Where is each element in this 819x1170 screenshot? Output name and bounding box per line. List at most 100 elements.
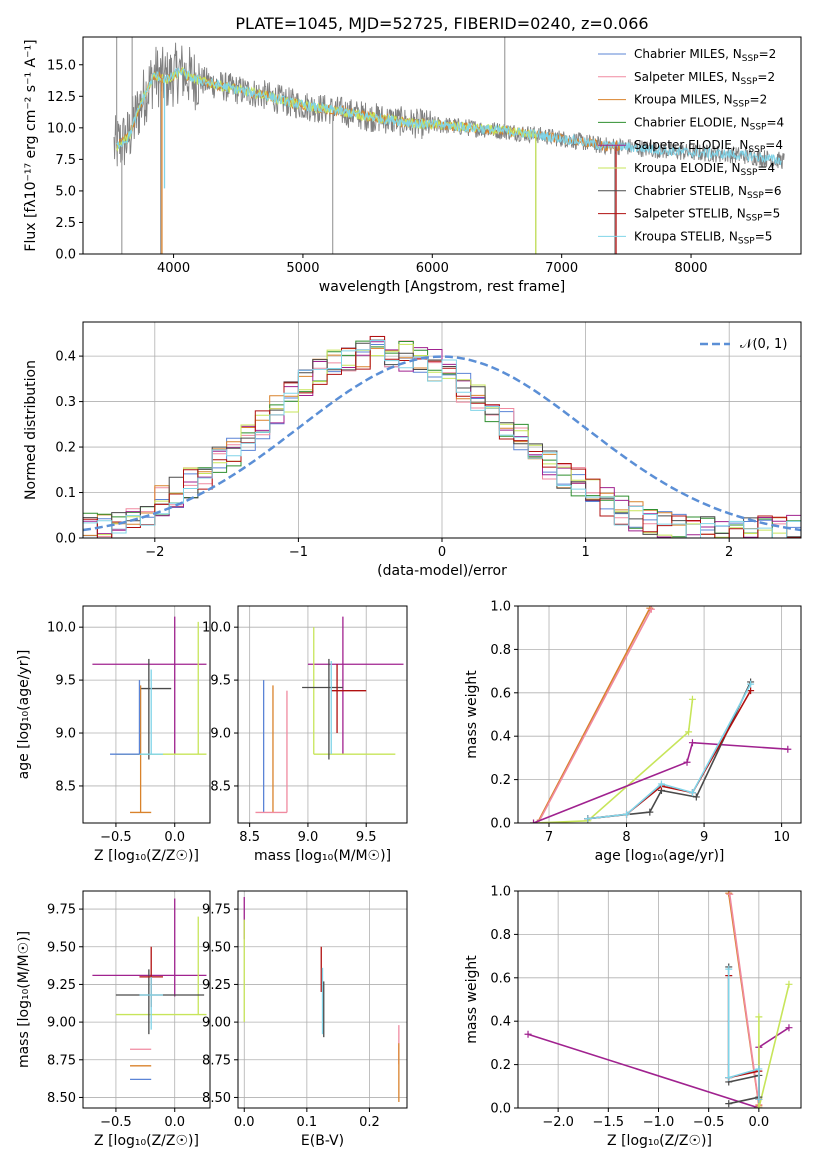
x-tick-label: 9.0 xyxy=(298,830,319,845)
weight-marker xyxy=(725,965,733,973)
y-tick-label: 5.0 xyxy=(55,184,76,199)
x-tick-label: −2 xyxy=(145,545,164,560)
age-vs-Z-frame xyxy=(82,605,211,824)
weight-vs-age-plot-area xyxy=(530,606,792,823)
weight-line xyxy=(537,608,653,823)
y-axis-label: mass [log₁₀(M/M☉)] xyxy=(16,931,32,1068)
legend-label: Salpeter MILES, NSSP=2 xyxy=(634,70,775,87)
y-tick-label: 8.5 xyxy=(210,779,231,794)
mass-vs-EBV-plot-area xyxy=(243,897,400,1102)
weight-vs-Z-plot-area xyxy=(524,891,793,1108)
y-tick-label: 8.75 xyxy=(47,1053,76,1068)
weight-marker xyxy=(747,687,755,695)
y-tick-label: 10.0 xyxy=(202,621,231,636)
weight-line xyxy=(533,741,788,823)
legend-label: Chabrier ELODIE, NSSP=4 xyxy=(634,115,784,132)
data-spectrum-line xyxy=(113,42,785,170)
x-tick-label: 8.5 xyxy=(239,830,260,845)
weight-marker xyxy=(725,891,733,897)
y-tick-label: 0.0 xyxy=(490,817,511,832)
x-tick-label: 7000 xyxy=(545,261,578,276)
y-tick-label: 2.5 xyxy=(55,216,76,231)
age-vs-mass-panel: 8.5 9.0 9.5 8.5 9.0 9.5 10.0 mass [log₁₀(M/M☉)] xyxy=(202,605,408,864)
weight-marker xyxy=(683,758,691,766)
x-tick-label: 0.0 xyxy=(164,1115,185,1130)
y-tick-label: 1.0 xyxy=(490,600,511,615)
weight-line xyxy=(536,607,651,823)
y-axis-label: Flux [fλ10⁻¹⁷ erg cm⁻² s⁻¹ A⁻¹] xyxy=(23,39,39,251)
y-tick-label: 8.5 xyxy=(55,779,76,794)
weight-marker xyxy=(784,745,792,753)
x-tick-label: 1 xyxy=(581,545,589,560)
x-axis-label: E(B-V) xyxy=(301,1133,344,1149)
weight-marker xyxy=(725,1074,733,1082)
histogram-step xyxy=(83,341,801,538)
y-tick-label: 0.4 xyxy=(490,1015,511,1030)
legend: 𝒩(0, 1) xyxy=(700,337,787,352)
weight-vs-age-panel: 7 8 9 10 0.0 0.2 0.4 0.6 0.8 1.0 age [log₁₀(age/yr… xyxy=(464,600,802,864)
x-tick-label: 7 xyxy=(545,830,553,845)
y-tick-label: 0.6 xyxy=(490,686,511,701)
legend-label: Kroupa STELIB, NSSP=5 xyxy=(634,229,772,246)
x-tick-label: 10 xyxy=(773,830,790,845)
weight-line xyxy=(533,699,694,823)
y-axis-label: age [log₁₀(age/yr)] xyxy=(16,650,32,780)
legend-label: Chabrier STELIB, NSSP=6 xyxy=(634,184,782,201)
y-tick-label: 9.50 xyxy=(202,940,231,955)
y-tick-label: 9.00 xyxy=(47,1016,76,1031)
y-tick-label: 0.1 xyxy=(55,486,76,501)
x-tick-label: 8 xyxy=(622,830,630,845)
y-tick-label: 10.0 xyxy=(47,121,76,136)
spectrum-frame xyxy=(82,36,802,255)
residuals-panel: −2 −1 0 1 2 0.0 0.1 0.2 0.3 0.4 (data-model)/error… xyxy=(23,321,802,579)
weight-line xyxy=(727,969,760,1100)
legend-label: Kroupa MILES, NSSP=2 xyxy=(634,93,767,110)
y-tick-label: 0.2 xyxy=(490,773,511,788)
weight-vs-Z-panel: −2.0 −1.5 −1.0 −0.5 0.0 0.0 0.2 0.4 0.6 0.8 1.0 Z [… xyxy=(464,885,802,1149)
weight-marker xyxy=(785,1024,793,1032)
y-tick-label: 9.5 xyxy=(210,674,231,689)
mass-vs-Z-frame xyxy=(82,890,211,1109)
x-tick-label: 0.0 xyxy=(749,1115,770,1130)
weight-marker xyxy=(726,891,734,898)
y-tick-label: 15.0 xyxy=(47,58,76,73)
weight-marker xyxy=(646,808,654,816)
weight-line xyxy=(727,967,760,1105)
weight-marker xyxy=(688,695,696,703)
y-tick-label: 0.0 xyxy=(490,1102,511,1117)
weight-vs-Z-frame xyxy=(517,890,802,1109)
x-tick-label: 0 xyxy=(438,545,446,560)
x-tick-label: −1 xyxy=(289,545,308,560)
weight-marker xyxy=(747,680,755,688)
y-tick-label: 9.25 xyxy=(47,978,76,993)
x-tick-label: 9.5 xyxy=(356,830,377,845)
x-tick-label: −0.5 xyxy=(100,1115,132,1130)
y-tick-label: 0.0 xyxy=(55,532,76,547)
y-tick-label: 8.50 xyxy=(47,1091,76,1106)
y-tick-label: 9.75 xyxy=(47,903,76,918)
y-tick-label: 12.5 xyxy=(47,90,76,105)
weight-marker xyxy=(530,819,538,823)
y-tick-label: 1.0 xyxy=(490,885,511,900)
legend-label: Chabrier MILES, NSSP=2 xyxy=(634,47,776,64)
x-axis-label: Z [log₁₀(Z/Z☉)] xyxy=(94,848,199,864)
x-axis-label: age [log₁₀(age/yr)] xyxy=(595,848,725,864)
weight-marker xyxy=(657,780,665,788)
weight-marker xyxy=(584,815,592,823)
x-tick-label: 0.1 xyxy=(297,1115,318,1130)
gaussian-curve xyxy=(83,355,801,532)
x-tick-label: −1.0 xyxy=(643,1115,675,1130)
x-tick-label: −0.5 xyxy=(100,830,132,845)
mass-vs-EBV-panel: 0.0 0.1 0.2 8.50 8.75 9.00 9.25 9.50 9.75 E(B-V) xyxy=(202,890,408,1149)
legend-label: 𝒩(0, 1) xyxy=(740,337,787,352)
weight-marker xyxy=(692,793,700,801)
x-tick-label: −1.5 xyxy=(593,1115,625,1130)
x-tick-label: 8000 xyxy=(674,261,707,276)
y-tick-label: 9.75 xyxy=(202,903,231,918)
y-tick-label: 0.8 xyxy=(490,928,511,943)
y-tick-label: 9.5 xyxy=(55,674,76,689)
x-tick-label: −0.5 xyxy=(693,1115,725,1130)
mass-vs-EBV-frame xyxy=(237,890,408,1109)
spectrum-plot-area xyxy=(113,37,785,254)
weight-marker xyxy=(755,1104,763,1108)
